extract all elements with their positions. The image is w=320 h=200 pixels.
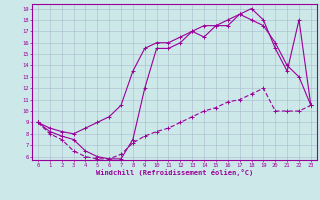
X-axis label: Windchill (Refroidissement éolien,°C): Windchill (Refroidissement éolien,°C) xyxy=(96,169,253,176)
